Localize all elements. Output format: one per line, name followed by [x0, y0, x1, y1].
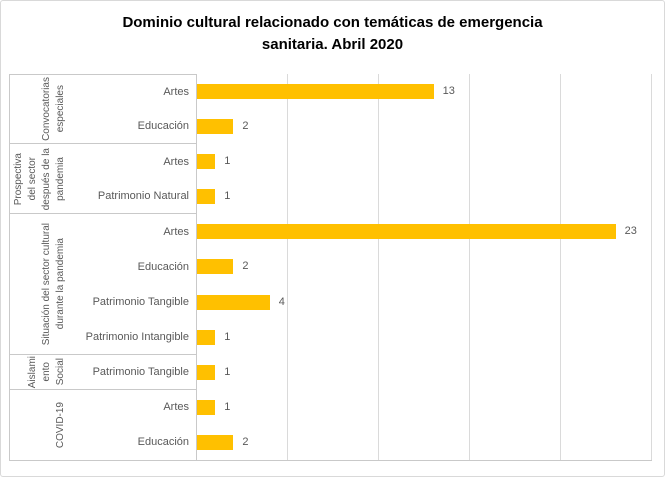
category-label: Patrimonio Natural — [70, 179, 196, 215]
chart-body: 13 2 1 1 23 2 4 1 1 1 2 Convocatorias especiales Art… — [9, 74, 652, 461]
bar — [197, 399, 216, 415]
bar-value-label: 1 — [224, 155, 231, 168]
bar-value-label: 1 — [224, 190, 231, 203]
bar — [197, 294, 270, 310]
bar-value-label: 2 — [242, 120, 249, 133]
bar — [197, 259, 234, 275]
category-axis-top-line — [10, 74, 197, 75]
bar-value-label: 2 — [242, 260, 249, 273]
group-label-cell: Convocatorias especiales — [10, 74, 70, 145]
group-label-line: Convocatorias — [41, 76, 52, 141]
group-label-cell: COVID-19 — [10, 390, 70, 460]
bar-value-label: 1 — [224, 365, 231, 378]
category-label: Patrimonio Intangible — [70, 320, 196, 355]
bar — [197, 154, 216, 170]
category-label: Artes — [163, 85, 189, 98]
group-label-line: Situación del sector cultural — [41, 222, 52, 346]
group-label-line: Aislami — [27, 355, 38, 388]
bar — [197, 84, 434, 100]
group-label-line: ento — [41, 361, 52, 382]
bar — [197, 329, 216, 345]
bar-value-label: 2 — [242, 435, 249, 448]
category-label: Patrimonio Tangible — [70, 355, 196, 390]
group-label-line: COVID-19 — [55, 401, 66, 448]
bar — [197, 119, 234, 135]
bar — [197, 224, 616, 240]
group-label-line: después de la — [41, 147, 52, 210]
group-label-line: especiales — [55, 84, 66, 133]
category-label: Artes — [163, 401, 189, 414]
bar-value-label: 4 — [278, 295, 285, 308]
category-label: Educación — [70, 109, 196, 145]
group-label-line: pandemia — [55, 156, 66, 201]
group-label-cell: Situación del sector cultural durante la … — [10, 214, 70, 355]
bar-value-label: 1 — [224, 400, 231, 413]
group-label-cell: Aislami ento Social — [10, 355, 70, 390]
category-label: Patrimonio Tangible — [92, 296, 189, 308]
bar-value-label: 23 — [624, 225, 637, 238]
group-label-line: durante la pandemia — [55, 238, 66, 330]
category-label: Artes — [163, 155, 189, 168]
group-label-line: Prospectiva — [13, 152, 24, 205]
bar — [197, 364, 216, 380]
category-label: Artes — [163, 225, 189, 238]
category-label: Educación — [137, 436, 189, 449]
bar — [197, 434, 234, 450]
bar-value-label: 1 — [224, 330, 231, 343]
group-label-line: del sector — [27, 157, 38, 201]
bar-value-label: 13 — [442, 85, 455, 98]
category-label: Educación — [137, 260, 189, 273]
group-label-line: Social — [55, 358, 66, 386]
chart-title: Dominio cultural relacionado con temátic… — [122, 14, 543, 53]
group-label-cell: Prospectiva del sector después de la pandem… — [10, 144, 70, 215]
plot-area: 13 2 1 1 23 2 4 1 1 1 2 — [196, 74, 652, 460]
bar — [197, 189, 216, 205]
